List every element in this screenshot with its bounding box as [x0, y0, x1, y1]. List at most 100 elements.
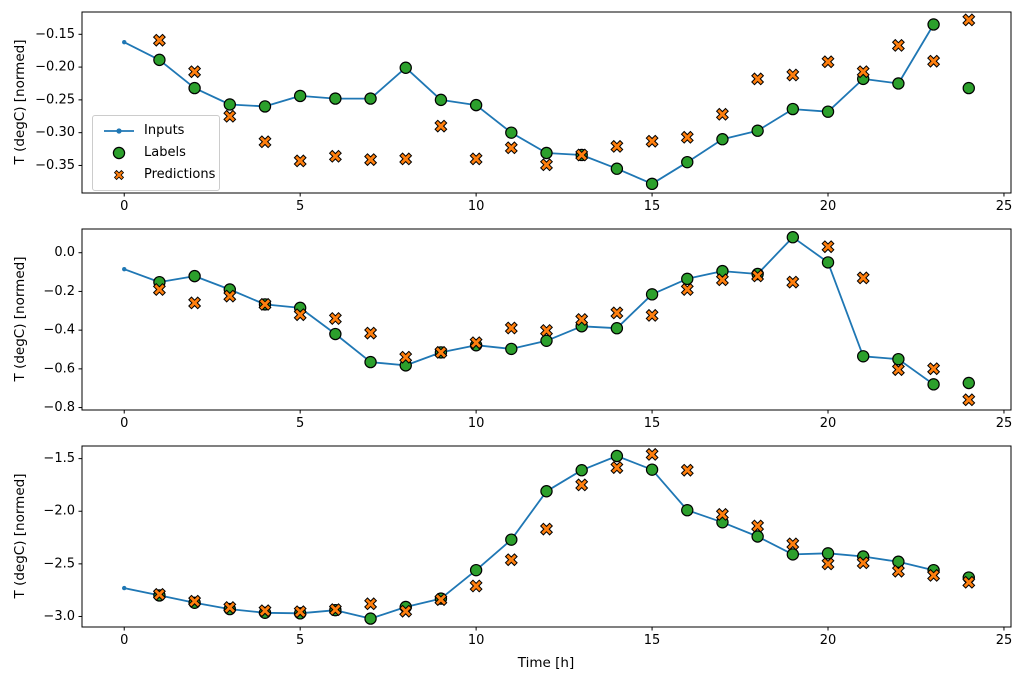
legend-label-labels: Labels	[144, 145, 186, 160]
predictions-point-marker	[364, 597, 378, 611]
predictions-point-marker	[504, 321, 518, 335]
predictions-point-marker	[891, 564, 905, 578]
labels-point-marker	[364, 92, 377, 105]
predictions-point-marker	[610, 461, 624, 475]
subplot-0: 0 5 10 15 20 25 −0.15 −0.20 −0.25 −0.30 −0.35	[35, 11, 1012, 214]
labels-point-marker	[892, 555, 905, 568]
labels-point-marker	[645, 463, 659, 476]
labels-point-marker	[153, 53, 166, 67]
predictions-point-marker	[188, 65, 202, 79]
labels-point-marker	[786, 231, 800, 244]
labels-point-marker	[821, 105, 835, 118]
axes-spines	[81, 11, 1012, 194]
predictions-point-marker	[539, 158, 554, 172]
labels-point-marker	[681, 503, 694, 517]
labels-point-marker	[188, 81, 201, 95]
predictions-point-marker	[645, 308, 659, 322]
labels-point-marker	[364, 612, 377, 625]
predictions-point-marker	[715, 273, 729, 287]
labels-point-marker	[364, 355, 377, 369]
labels-point-marker	[505, 126, 518, 139]
inputs-line-icon	[104, 128, 134, 134]
labels-point-marker	[786, 548, 800, 561]
subplot-2: 0 5 10 15 20 25 −1.5 −2.0 −2.5 −3.0	[43, 445, 1013, 648]
series-inputs-line	[123, 24, 935, 185]
inputs-point-marker	[122, 585, 127, 591]
predictions-point-marker	[786, 537, 800, 551]
x-tick-label: 25	[996, 416, 1013, 431]
labels-point-marker	[962, 376, 975, 390]
predictions-point-marker	[680, 282, 694, 297]
y-tick-label: −0.4	[43, 323, 75, 338]
labels-point-marker	[540, 485, 553, 498]
labels-point-marker	[610, 449, 624, 463]
predictions-point-marker	[399, 152, 413, 166]
predictions-point-marker	[152, 33, 166, 47]
predictions-point-marker	[786, 68, 800, 82]
predictions-point-marker	[258, 604, 272, 618]
predictions-point-marker	[469, 579, 483, 593]
labels-point-marker	[857, 350, 870, 363]
predictions-point-marker	[751, 519, 765, 533]
x-tick-label: 25	[996, 633, 1013, 648]
predictions-point-marker	[610, 306, 624, 320]
predictions-point-marker	[856, 271, 870, 285]
predictions-point-marker	[891, 363, 905, 377]
labels-point-marker	[610, 162, 624, 175]
predictions-point-marker	[328, 311, 342, 326]
y-tick-label: −0.25	[35, 92, 75, 107]
x-tick-label: 5	[296, 633, 304, 648]
predictions-x-icon	[113, 169, 125, 181]
labels-point-marker	[329, 92, 342, 105]
labels-point-marker	[434, 93, 448, 107]
predictions-point-marker	[293, 605, 307, 619]
predictions-point-marker	[504, 141, 518, 155]
predictions-point-marker	[539, 522, 554, 536]
legend-label-inputs: Inputs	[144, 123, 185, 138]
predictions-point-marker	[821, 557, 835, 571]
x-tick-label: 5	[296, 416, 304, 431]
predictions-point-marker	[927, 362, 941, 376]
inputs-point-marker	[122, 39, 127, 45]
y-tick-label: 0.0	[54, 245, 75, 260]
x-tick-label: 15	[644, 199, 661, 214]
y-tick-label: −1.5	[43, 451, 75, 466]
predictions-point-marker	[962, 575, 976, 589]
axes-spines	[81, 445, 1012, 628]
predictions-point-marker	[258, 135, 272, 149]
predictions-point-marker	[258, 297, 272, 311]
predictions-point-marker	[821, 55, 835, 69]
predictions-point-marker	[856, 556, 870, 570]
labels-point-marker	[610, 322, 624, 335]
predictions-point-marker	[610, 139, 624, 153]
predictions-point-marker	[927, 54, 941, 68]
inputs-point-marker	[122, 266, 127, 272]
predictions-point-marker	[962, 393, 976, 407]
x-tick-label: 0	[120, 416, 128, 431]
x-tick-label: 15	[644, 416, 661, 431]
x-tick-label: 10	[468, 416, 485, 431]
x-tick-label: 20	[820, 633, 837, 648]
predictions-point-marker	[152, 587, 166, 601]
labels-point-marker	[751, 530, 764, 543]
y-tick-label: −0.6	[43, 361, 75, 376]
y-axis-label-middle: T (degC) [normed]	[12, 256, 28, 382]
legend-item-inputs: Inputs	[102, 123, 209, 139]
y-tick-label: −0.20	[35, 60, 75, 75]
predictions-point-marker	[223, 600, 237, 615]
predictions-point-marker	[539, 323, 554, 338]
y-tick-label: −0.30	[35, 125, 75, 140]
y-tick-label: −0.2	[43, 284, 75, 299]
series-inputs-line	[123, 236, 935, 386]
labels-point-marker	[505, 533, 518, 546]
labels-point-marker	[223, 98, 236, 111]
predictions-point-marker	[399, 604, 413, 618]
predictions-point-marker	[751, 269, 765, 283]
predictions-point-marker	[575, 312, 589, 327]
predictions-point-marker	[434, 119, 448, 133]
predictions-point-marker	[715, 107, 729, 121]
predictions-point-marker	[891, 38, 905, 52]
y-tick-label: −0.15	[35, 27, 75, 42]
subplot-1: 0 5 10 15 20 25 0.0 −0.2 −0.4 −0.6 −0.8	[43, 228, 1013, 431]
